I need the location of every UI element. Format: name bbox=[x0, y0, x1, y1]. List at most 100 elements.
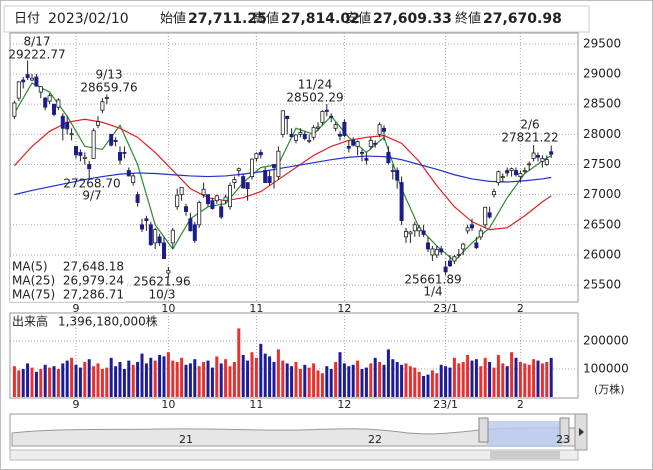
volume-bar bbox=[48, 367, 52, 397]
volume-bar bbox=[268, 356, 272, 397]
navigator-handle-right[interactable] bbox=[559, 417, 570, 443]
volume-bar bbox=[259, 343, 263, 397]
candle-body bbox=[69, 133, 74, 136]
candle-body bbox=[249, 158, 254, 177]
candle-body bbox=[478, 230, 483, 238]
candle-body bbox=[351, 139, 356, 146]
candle-body bbox=[25, 74, 30, 79]
volume-bar bbox=[325, 366, 329, 397]
volume-bar bbox=[263, 353, 267, 397]
y-tick-label: 100000 bbox=[583, 362, 629, 376]
candle-body bbox=[219, 206, 224, 218]
candle-body bbox=[161, 242, 166, 259]
x-tick-label: 23/1 bbox=[433, 398, 458, 411]
header-bar bbox=[3, 5, 590, 33]
scrollbar[interactable] bbox=[9, 449, 579, 461]
volume-bar bbox=[162, 356, 166, 397]
candle-body bbox=[29, 77, 34, 81]
navigator[interactable] bbox=[9, 413, 588, 461]
volume-bar bbox=[210, 367, 214, 397]
volume-bar bbox=[549, 357, 553, 397]
volume-bar bbox=[527, 364, 531, 397]
candle-body bbox=[377, 124, 382, 135]
navigator-handle-left[interactable] bbox=[478, 417, 489, 443]
volume-bar bbox=[74, 364, 78, 397]
candle-body bbox=[197, 202, 202, 226]
candle-body bbox=[232, 179, 237, 183]
annotation: 8/17 bbox=[24, 35, 51, 49]
candle-body bbox=[122, 152, 127, 154]
candle-body bbox=[421, 230, 426, 235]
candle-body bbox=[527, 163, 532, 166]
legend-value: 27,286.71 bbox=[63, 288, 124, 302]
x-tick-label: 12 bbox=[337, 398, 351, 411]
legend-value: 26,979.24 bbox=[63, 274, 124, 288]
volume-bar bbox=[316, 370, 320, 397]
header-label: 始値 bbox=[160, 11, 186, 27]
volume-bar bbox=[391, 359, 395, 397]
annotation: 27821.22 bbox=[501, 131, 558, 145]
volume-unit: (万株) bbox=[594, 382, 625, 396]
candle-body bbox=[91, 130, 96, 159]
y-tick-label: 26500 bbox=[583, 217, 621, 231]
candle-body bbox=[430, 248, 435, 256]
candle-body bbox=[201, 188, 206, 196]
candle-body bbox=[505, 170, 510, 174]
volume-bar bbox=[100, 369, 104, 397]
candle-body bbox=[87, 164, 92, 170]
candle-body bbox=[223, 196, 228, 202]
volume-bar bbox=[105, 367, 109, 397]
candle-body bbox=[425, 242, 430, 250]
volume-bar bbox=[422, 376, 426, 397]
ma-line bbox=[14, 155, 552, 196]
volume-bar bbox=[294, 362, 298, 397]
annotation: 28502.29 bbox=[286, 91, 343, 105]
candle-body bbox=[153, 229, 158, 244]
candle-body bbox=[285, 115, 290, 120]
volume-bar bbox=[496, 355, 500, 397]
candle-body bbox=[320, 111, 325, 123]
candle-body bbox=[417, 227, 422, 232]
candle-body bbox=[333, 124, 338, 129]
candle-body bbox=[456, 253, 461, 256]
y-tick-label: 28000 bbox=[583, 127, 621, 141]
volume-bar bbox=[417, 371, 421, 397]
legend-name: MA(25) bbox=[12, 274, 55, 288]
volume-bar bbox=[444, 366, 448, 397]
candle-body bbox=[280, 110, 285, 135]
candle-body bbox=[188, 218, 193, 232]
candle-body bbox=[439, 248, 444, 253]
volume-bar bbox=[34, 371, 38, 397]
volume-bar bbox=[56, 369, 60, 397]
x-tick-label: 2 bbox=[517, 302, 524, 315]
volume-bar bbox=[281, 360, 285, 397]
annotation: 9/7 bbox=[82, 189, 101, 203]
volume-bar bbox=[395, 362, 399, 397]
candle-body bbox=[514, 170, 519, 176]
candle-body bbox=[118, 152, 123, 161]
candle-body bbox=[109, 133, 114, 146]
candle-body bbox=[315, 126, 320, 129]
scrollbar-thumb[interactable] bbox=[490, 451, 560, 459]
candle-body bbox=[329, 115, 334, 118]
candle-body bbox=[271, 164, 276, 168]
candle-body bbox=[65, 121, 70, 130]
candle-body bbox=[509, 168, 514, 171]
candle-body bbox=[469, 224, 474, 229]
volume-bar bbox=[70, 357, 74, 397]
scroll-right-arrow bbox=[579, 428, 584, 436]
candle-body bbox=[210, 200, 215, 209]
candle-body bbox=[263, 170, 268, 183]
volume-bar bbox=[188, 363, 192, 397]
volume-bar bbox=[466, 355, 470, 397]
candle-body bbox=[461, 243, 466, 250]
volume-bar bbox=[312, 363, 316, 397]
candle-body bbox=[60, 115, 65, 129]
volume-bar bbox=[241, 355, 245, 397]
navigator-range[interactable] bbox=[486, 421, 562, 447]
candle-body bbox=[148, 224, 153, 246]
volume-bar bbox=[65, 360, 69, 397]
candle-body bbox=[192, 224, 197, 241]
volume-bar bbox=[122, 369, 126, 397]
volume-bar bbox=[114, 366, 118, 397]
